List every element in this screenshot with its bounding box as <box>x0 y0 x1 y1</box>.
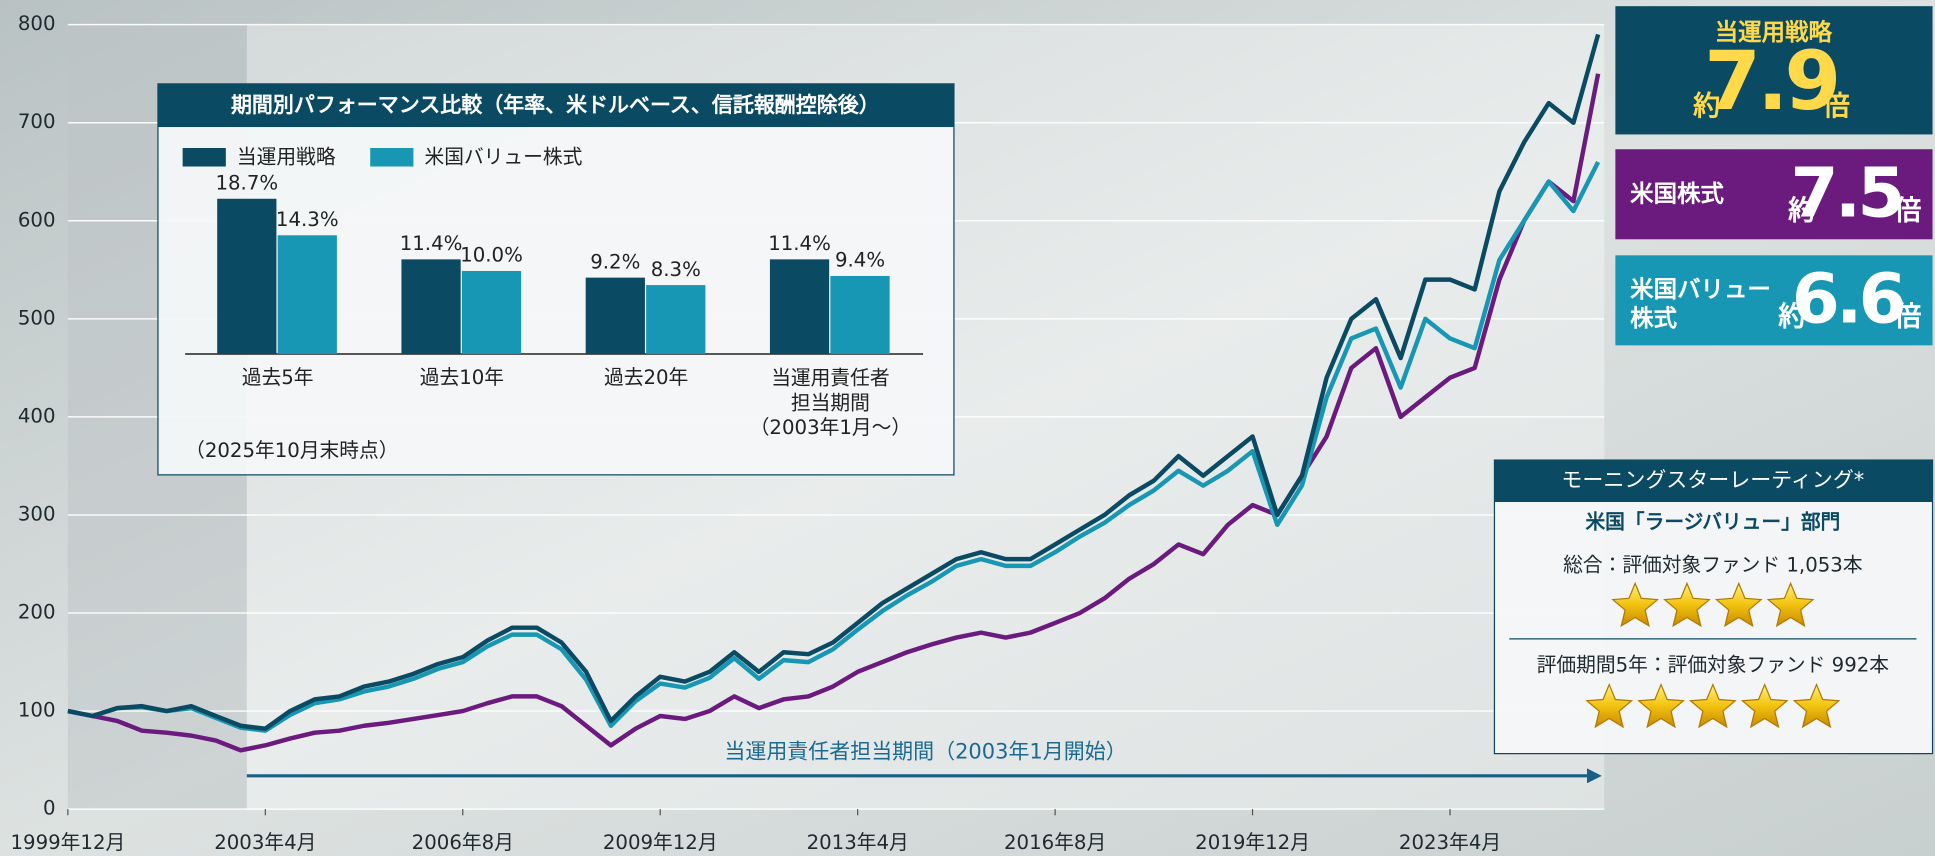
series-line <box>67 160 1601 733</box>
y-tick-label: 500 <box>18 306 56 329</box>
inset-title: 期間別パフォーマンス比較（年率、米ドルベース、信託報酬控除後） <box>231 93 880 117</box>
callout-prefix: 約 <box>1692 91 1720 122</box>
bar <box>646 285 706 354</box>
value-label: 8.3% <box>651 258 701 281</box>
y-tick-label: 200 <box>18 601 56 624</box>
callout-name: 米国株式 <box>1630 179 1724 207</box>
y-tick-label: 700 <box>18 110 56 133</box>
rating-title: モーニングスターレーティング* <box>1561 468 1864 492</box>
value-label: 9.2% <box>590 250 640 273</box>
value-label: 14.3% <box>276 208 339 231</box>
x-tick-label: 過去10年 <box>420 366 504 389</box>
inset-header <box>157 83 954 128</box>
rating-star <box>1585 682 1634 729</box>
rating-star <box>1740 682 1789 729</box>
x-tick-label: 過去20年 <box>604 366 688 389</box>
value-label: 11.4% <box>768 232 831 255</box>
x-tick-label: 2009年12月 <box>603 831 718 854</box>
x-tick-label: 過去5年 <box>242 366 314 389</box>
callout-suffix: 倍 <box>1893 302 1921 333</box>
inset-note: （2025年10月末時点） <box>185 439 398 462</box>
callout-box <box>1615 255 1933 346</box>
callout-box <box>1615 149 1933 240</box>
x-tick-label: 2003年4月 <box>214 831 316 854</box>
rating-box: モーニングスターレーティング* 米国「ラージバリュー」部門 総合：評価対象ファン… <box>1493 459 1934 755</box>
y-tick-label: 0 <box>43 797 56 820</box>
bar <box>830 275 890 354</box>
callout-name: 当運用戦略 <box>1715 18 1833 46</box>
x-tick-label: 当運用責任者担当期間（2003年1月〜） <box>750 366 911 438</box>
legend-swatch <box>182 148 226 167</box>
rating-star <box>1688 682 1737 729</box>
callout-name: 米国バリュー株式 <box>1630 274 1771 331</box>
series-line <box>67 33 1601 731</box>
rating-header <box>1494 460 1933 503</box>
legend-label: 米国バリュー株式 <box>425 145 583 168</box>
x-tick-label: 2013年4月 <box>807 831 909 854</box>
rating-star <box>1714 581 1763 628</box>
rating-star <box>1637 682 1685 729</box>
annotation: 当運用責任者担当期間（2003年1月開始） <box>724 739 1126 763</box>
lines <box>67 33 1601 753</box>
y-tick-label: 800 <box>18 12 56 35</box>
callout-suffix: 倍 <box>1822 91 1850 122</box>
bar <box>461 270 522 354</box>
inset-chart: 期間別パフォーマンス比較（年率、米ドルベース、信託報酬控除後） （2025年10… <box>157 83 955 476</box>
x-tick-label: 2006年8月 <box>412 831 514 854</box>
value-label: 11.4% <box>400 232 463 255</box>
bar <box>585 277 645 354</box>
rating-label: 総合：評価対象ファンド 1,053本 <box>1563 554 1863 577</box>
bar <box>769 259 830 354</box>
callout-multiple: 7.5 <box>1790 153 1901 233</box>
x-tick-label: 2019年12月 <box>1195 831 1310 854</box>
series-line <box>67 73 1601 753</box>
callout-prefix: 約 <box>1787 196 1815 227</box>
bar <box>217 198 277 354</box>
legend-label: 当運用戦略 <box>237 145 336 168</box>
value-label: 9.4% <box>835 249 885 272</box>
period-arrow-head <box>1586 768 1602 784</box>
callout-multiple: 7.9 <box>1704 34 1837 129</box>
rating-subtitle: 米国「ラージバリュー」部門 <box>1585 510 1840 533</box>
x-tick-label: 2023年4月 <box>1399 831 1501 854</box>
rating-label: 評価期間5年：評価対象ファンド 992本 <box>1537 654 1890 677</box>
callout-suffix: 倍 <box>1893 196 1921 227</box>
y-tick-label: 600 <box>18 208 56 231</box>
y-tick-label: 300 <box>18 502 56 525</box>
callout-multiple: 6.6 <box>1792 259 1904 339</box>
rating-star <box>1792 682 1841 729</box>
value-label: 18.7% <box>215 171 278 194</box>
legend-swatch <box>370 148 414 167</box>
y-tick-label: 400 <box>18 404 56 427</box>
callout-prefix: 約 <box>1777 302 1805 333</box>
callout-box <box>1615 6 1933 135</box>
bar <box>401 259 461 354</box>
x-tick-label: 1999年12月 <box>10 831 125 854</box>
bar <box>277 235 337 354</box>
rating-star <box>1611 581 1660 628</box>
x-tick-label: 2016年8月 <box>1004 831 1106 854</box>
rating-star <box>1663 581 1711 628</box>
value-label: 10.0% <box>460 244 523 267</box>
rating-star <box>1766 581 1815 628</box>
y-tick-label: 100 <box>18 699 56 722</box>
